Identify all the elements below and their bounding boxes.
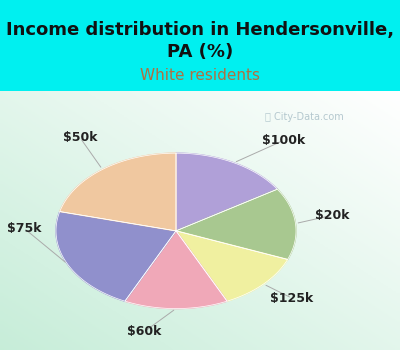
Text: $100k: $100k [262, 134, 306, 147]
Text: Income distribution in Hendersonville,
PA (%): Income distribution in Hendersonville, P… [6, 21, 394, 61]
Polygon shape [60, 153, 176, 231]
Text: $50k: $50k [63, 131, 97, 144]
Text: $20k: $20k [315, 209, 349, 222]
Polygon shape [176, 231, 288, 301]
Polygon shape [176, 153, 277, 231]
Polygon shape [176, 189, 296, 259]
Text: White residents: White residents [140, 68, 260, 83]
Polygon shape [125, 231, 227, 309]
Polygon shape [56, 211, 176, 301]
Text: $125k: $125k [270, 292, 314, 305]
Text: ⓘ City-Data.com: ⓘ City-Data.com [265, 112, 343, 122]
Text: $60k: $60k [127, 326, 161, 338]
Text: $75k: $75k [7, 222, 41, 235]
